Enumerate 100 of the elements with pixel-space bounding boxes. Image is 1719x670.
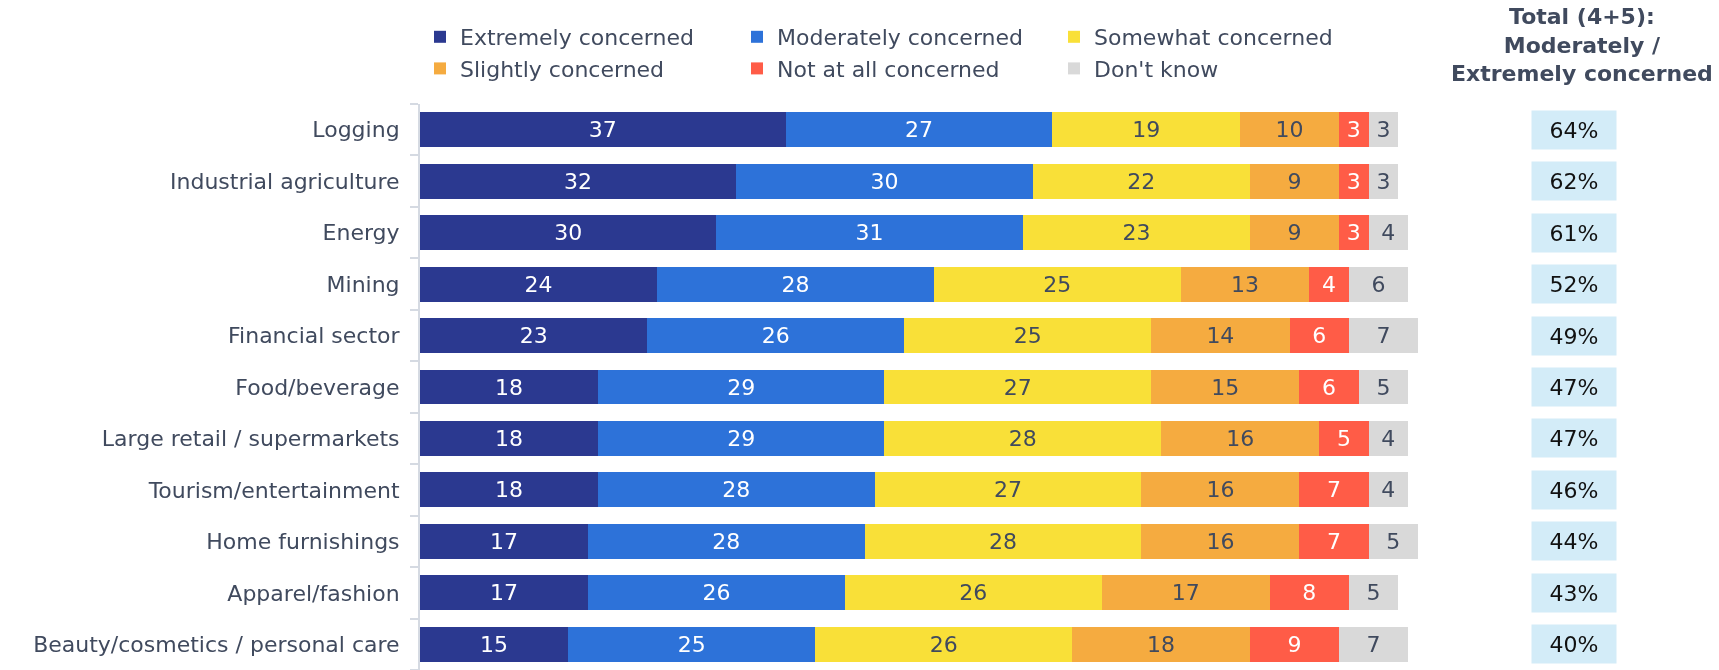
data-label: 29 xyxy=(727,425,756,451)
data-label: 5 xyxy=(1386,528,1401,554)
bar xyxy=(1309,266,1349,302)
bar xyxy=(420,318,648,354)
legend-label: Somewhat concerned xyxy=(1094,25,1333,51)
data-label: 30 xyxy=(554,220,583,246)
text: 52% xyxy=(1549,271,1599,297)
data-label: 26 xyxy=(929,631,958,657)
bar xyxy=(785,112,1053,148)
data-label: 16 xyxy=(1206,477,1235,503)
bar xyxy=(1161,420,1320,456)
data-label: 16 xyxy=(1206,528,1235,554)
bar xyxy=(1141,523,1300,559)
data-label: 17 xyxy=(489,528,518,554)
bar xyxy=(597,420,885,456)
bar xyxy=(1299,472,1369,508)
data-label: 26 xyxy=(702,580,731,606)
data-label: 6 xyxy=(1312,323,1327,349)
data-label: 3 xyxy=(1346,220,1361,246)
bar xyxy=(1348,266,1409,302)
data-label: 3 xyxy=(1346,117,1361,143)
data-label: 14 xyxy=(1206,323,1235,349)
data-label: 8 xyxy=(1302,580,1317,606)
bar xyxy=(1368,420,1409,456)
text: 47% xyxy=(1549,425,1599,451)
data-label: 17 xyxy=(1171,580,1200,606)
legend-label: Extremely concerned xyxy=(460,25,694,51)
data-label: 4 xyxy=(1381,220,1396,246)
data-label: 27 xyxy=(1003,374,1032,400)
bar xyxy=(420,575,588,611)
legend-label: Slightly concerned xyxy=(460,56,665,82)
bar xyxy=(1348,575,1399,611)
bar xyxy=(1338,626,1409,662)
text: Total (4+5): Moderately / Extremely concerned xyxy=(1451,4,1713,87)
data-label: 27 xyxy=(905,117,933,143)
data-label: 32 xyxy=(564,168,593,194)
data-label: 9 xyxy=(1287,168,1302,194)
data-label: 3 xyxy=(1376,168,1391,194)
data-label: 7 xyxy=(1366,631,1381,657)
text: 46% xyxy=(1549,477,1599,503)
y-tick-label: Financial sector xyxy=(228,323,401,349)
legend-label: Not at all concerned xyxy=(777,56,1000,82)
text: 44% xyxy=(1549,528,1599,554)
bar xyxy=(420,420,598,456)
data-label: 23 xyxy=(1122,220,1151,246)
bar xyxy=(420,523,588,559)
bar xyxy=(904,318,1152,354)
y-tick-label: Beauty/cosmetics / personal care xyxy=(33,631,400,657)
bar xyxy=(1072,626,1251,662)
data-label: 9 xyxy=(1287,631,1302,657)
y-tick-label: Tourism/entertainment xyxy=(147,477,400,503)
data-label: 28 xyxy=(988,528,1017,554)
bar xyxy=(657,266,934,302)
data-label: 25 xyxy=(677,631,706,657)
bar xyxy=(1032,163,1251,199)
bar xyxy=(815,626,1073,662)
data-label: 5 xyxy=(1336,425,1351,451)
data-label: 5 xyxy=(1366,580,1381,606)
bar xyxy=(844,575,1102,611)
bar xyxy=(1358,369,1409,405)
data-label: 3 xyxy=(1346,168,1361,194)
bar xyxy=(1151,369,1300,405)
bar xyxy=(1180,266,1310,302)
text: 64% xyxy=(1549,117,1599,143)
y-tick-label: Home furnishings xyxy=(206,529,400,555)
bar xyxy=(884,420,1162,456)
data-label: 18 xyxy=(494,425,523,451)
bar xyxy=(1368,472,1409,508)
bar xyxy=(587,575,845,611)
data-label: 6 xyxy=(1322,374,1337,400)
bar xyxy=(864,523,1142,559)
y-tick-label: Large retail / supermarkets xyxy=(101,426,400,452)
y-tick-label: Logging xyxy=(312,117,400,143)
data-label: 28 xyxy=(1008,425,1037,451)
bar xyxy=(1319,420,1369,456)
bar xyxy=(420,266,658,302)
data-label: 37 xyxy=(588,117,617,143)
y-tick-label: Industrial agriculture xyxy=(170,168,400,194)
data-label: 18 xyxy=(494,477,523,503)
data-label: 7 xyxy=(1376,323,1391,349)
text: 62% xyxy=(1549,168,1599,194)
bar xyxy=(647,318,905,354)
data-label: 4 xyxy=(1381,425,1396,451)
data-label: 28 xyxy=(722,477,751,503)
bar xyxy=(568,626,816,662)
bar xyxy=(1022,215,1251,251)
data-label: 6 xyxy=(1371,271,1386,297)
bar xyxy=(716,215,1023,251)
bar xyxy=(1368,215,1409,251)
data-label: 29 xyxy=(727,374,756,400)
bar xyxy=(420,163,737,199)
data-label: 27 xyxy=(993,477,1022,503)
bar xyxy=(420,472,598,508)
data-label: 28 xyxy=(781,271,810,297)
data-label: 25 xyxy=(1043,271,1072,297)
text: 49% xyxy=(1549,323,1599,349)
bar xyxy=(1338,163,1369,199)
data-label: 25 xyxy=(1013,323,1042,349)
data-label: 15 xyxy=(1211,374,1240,400)
bar xyxy=(1151,318,1290,354)
